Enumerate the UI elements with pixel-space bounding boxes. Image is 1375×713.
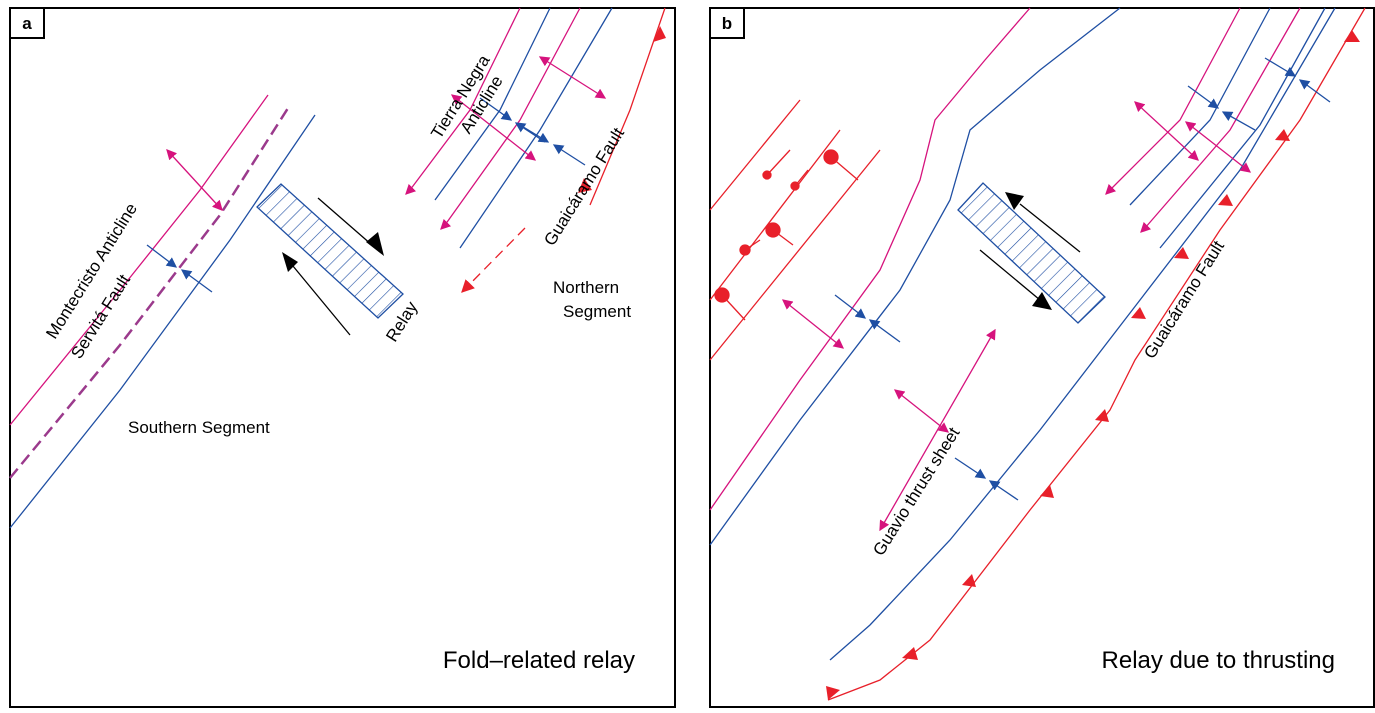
segment-label: Southern Segment (128, 418, 270, 437)
segment-label: Northern Segment (553, 278, 631, 321)
panel-a: a Tierra NegraAnticline Guaicáramo Fault… (10, 8, 675, 707)
panel-label: a (22, 14, 32, 33)
panel-caption: Fold–related relay (443, 647, 635, 674)
thrust-sheet-label: Guavio thrust sheet (869, 424, 963, 559)
panel-label: b (722, 14, 732, 33)
tierra-negra-label: Tierra NegraAnticline (427, 51, 512, 154)
panel-b: b Guavio thrust sheet Guaicáramo Fault R… (710, 8, 1374, 707)
panel-caption: Relay due to thrusting (1102, 647, 1335, 674)
text-line: Northern (553, 278, 619, 297)
fault-label: Guaicáramo Fault (540, 124, 628, 249)
figure: a Tierra NegraAnticline Guaicáramo Fault… (0, 0, 1375, 708)
text-line: Segment (563, 302, 631, 321)
